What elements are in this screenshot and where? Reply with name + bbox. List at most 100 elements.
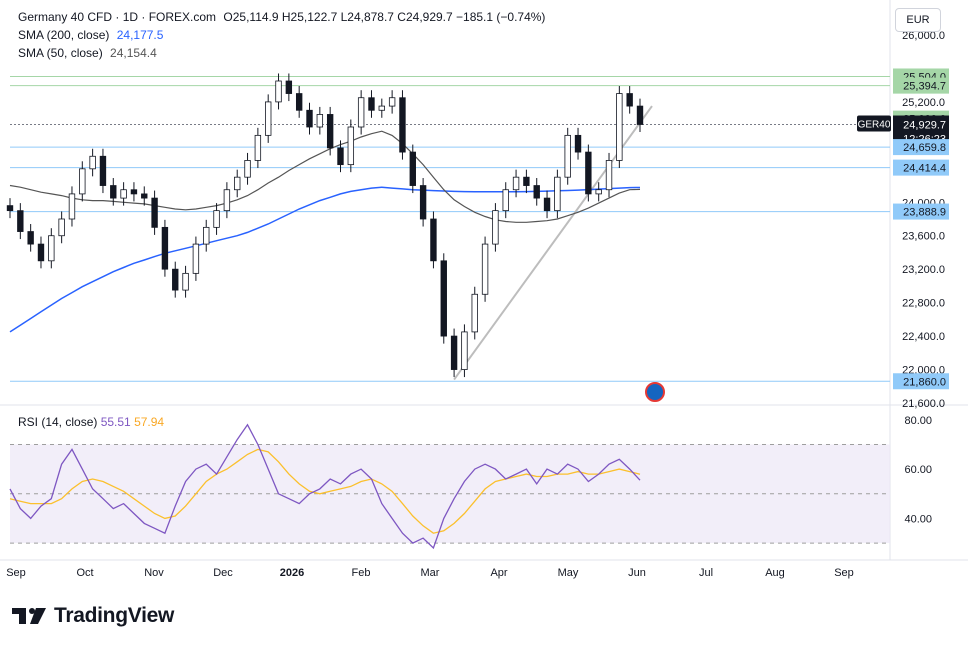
x-tick-label: Aug — [765, 567, 785, 579]
candle-body — [616, 93, 623, 161]
sma50-value: 24,154.4 — [110, 46, 157, 60]
candle-body — [574, 134, 582, 153]
candle-body — [68, 193, 76, 220]
price-tick-label: 21,600.0 — [902, 398, 945, 410]
candle-body — [295, 93, 303, 111]
candle-body — [17, 210, 24, 232]
price-tick-label: 23,200.0 — [902, 264, 945, 276]
x-tick-label: Nov — [144, 567, 164, 579]
candle-body — [244, 160, 251, 178]
candle-body — [502, 189, 509, 212]
candle-body — [58, 218, 65, 237]
candle-body — [99, 155, 107, 186]
candle-body — [481, 243, 489, 295]
candle-body — [409, 151, 416, 186]
x-tick-label: Jul — [699, 567, 713, 579]
candle-body — [79, 168, 86, 195]
candle-body — [285, 80, 293, 94]
candle-body — [605, 160, 613, 191]
x-axis: Sep Oct Nov Dec 2026 Feb Mar Apr May Jun Jul Aug Sep — [6, 567, 854, 579]
x-tick-label: Oct — [76, 567, 93, 579]
sma200-value: 24,177.5 — [116, 28, 164, 42]
symbol-tag-label: GER40 — [858, 120, 891, 131]
candle-body — [213, 210, 220, 228]
rsi-label: RSI (14, close) — [18, 415, 98, 429]
x-tick-label: Mar — [421, 567, 440, 579]
price-tag-label: 24,929.7 — [903, 120, 946, 132]
candle-body — [357, 97, 365, 128]
price-tag-bg — [893, 373, 949, 390]
candle-body — [203, 226, 210, 245]
candle-body — [368, 97, 375, 111]
candle-body — [461, 331, 468, 370]
x-tick-label: Dec — [213, 567, 233, 579]
candle-body — [337, 147, 344, 166]
sma50-legend: SMA (50, close) 24,154.4 — [18, 46, 161, 60]
candle-body — [347, 126, 355, 166]
x-tick-label: Sep — [6, 567, 26, 579]
price-tag-label: 25,394.7 — [903, 81, 946, 93]
candle-body — [430, 218, 437, 262]
rsi-tick-label: 60.00 — [904, 464, 932, 476]
candle-body — [182, 272, 189, 291]
price-tag-label: 24,659.8 — [903, 142, 946, 154]
price-tag-bg — [893, 139, 949, 156]
candle-body — [492, 210, 499, 245]
candle-body — [161, 226, 169, 270]
currency-button[interactable]: EUR — [895, 8, 941, 32]
candle-body — [151, 197, 158, 228]
sma200-label: SMA (200, close) — [18, 28, 110, 42]
candle-body — [512, 176, 520, 191]
horizontal-levels — [10, 75, 890, 382]
price-tag-bg — [893, 77, 949, 94]
candle-body — [388, 97, 396, 107]
candle-body — [523, 176, 530, 186]
x-tick-label: Sep — [834, 567, 854, 579]
candle-body — [192, 243, 200, 274]
candle-body — [326, 114, 334, 149]
candle-body — [265, 101, 272, 136]
price-tick-label: 23,600.0 — [902, 231, 945, 243]
rsi-line — [9, 423, 641, 550]
rsi-value: 55.51 — [100, 415, 131, 429]
sma50-label: SMA (50, close) — [18, 46, 103, 60]
symbol-tag-bg — [857, 115, 891, 132]
price-tag-bg — [893, 203, 949, 220]
candle-body — [440, 260, 447, 337]
candle-body — [6, 205, 14, 212]
candle-body — [172, 268, 179, 291]
symbol-title: Germany 40 CFD · 1D · FOREX.com — [18, 10, 217, 24]
x-tick-label: Apr — [490, 567, 507, 579]
brand-logo: TradingView — [12, 604, 174, 628]
candle-body — [564, 134, 571, 178]
candle-body — [48, 235, 55, 262]
ohlc-values: O25,114.9 H25,122.7 L24,878.7 C24,929.7 … — [223, 10, 546, 24]
candle-body — [636, 105, 644, 125]
candle-body — [471, 293, 478, 333]
candle-body — [223, 189, 231, 212]
price-tags: 25,504.025,394.725,000.0GER4012:26:2324,… — [645, 68, 949, 402]
candle-body — [595, 189, 602, 195]
sma50-path — [9, 130, 641, 223]
candle-body — [316, 114, 324, 128]
rsi-tick-label: 80.00 — [904, 415, 932, 427]
candle-body — [27, 231, 34, 245]
sma200-legend: SMA (200, close) 24,177.5 — [18, 28, 167, 42]
price-tick-label: 25,200.0 — [902, 97, 945, 109]
sma50-line — [9, 130, 641, 223]
price-tag-label: 21,860.0 — [903, 376, 946, 388]
candle-body — [275, 80, 282, 103]
candle-body — [419, 185, 427, 220]
candles — [6, 73, 644, 378]
x-tick-label: Jun — [628, 567, 646, 579]
tradingview-logo-icon — [12, 608, 46, 624]
event-marker-icon — [645, 382, 665, 402]
candle-body — [626, 93, 633, 107]
candle-body — [130, 189, 138, 195]
candle-body — [110, 185, 117, 199]
price-tag-label: 24,414.4 — [903, 163, 946, 175]
candle-body — [234, 176, 241, 191]
symbol-legend: Germany 40 CFD · 1D · FOREX.com O25,114.… — [18, 10, 549, 24]
price-tick-label: 22,800.0 — [902, 298, 945, 310]
